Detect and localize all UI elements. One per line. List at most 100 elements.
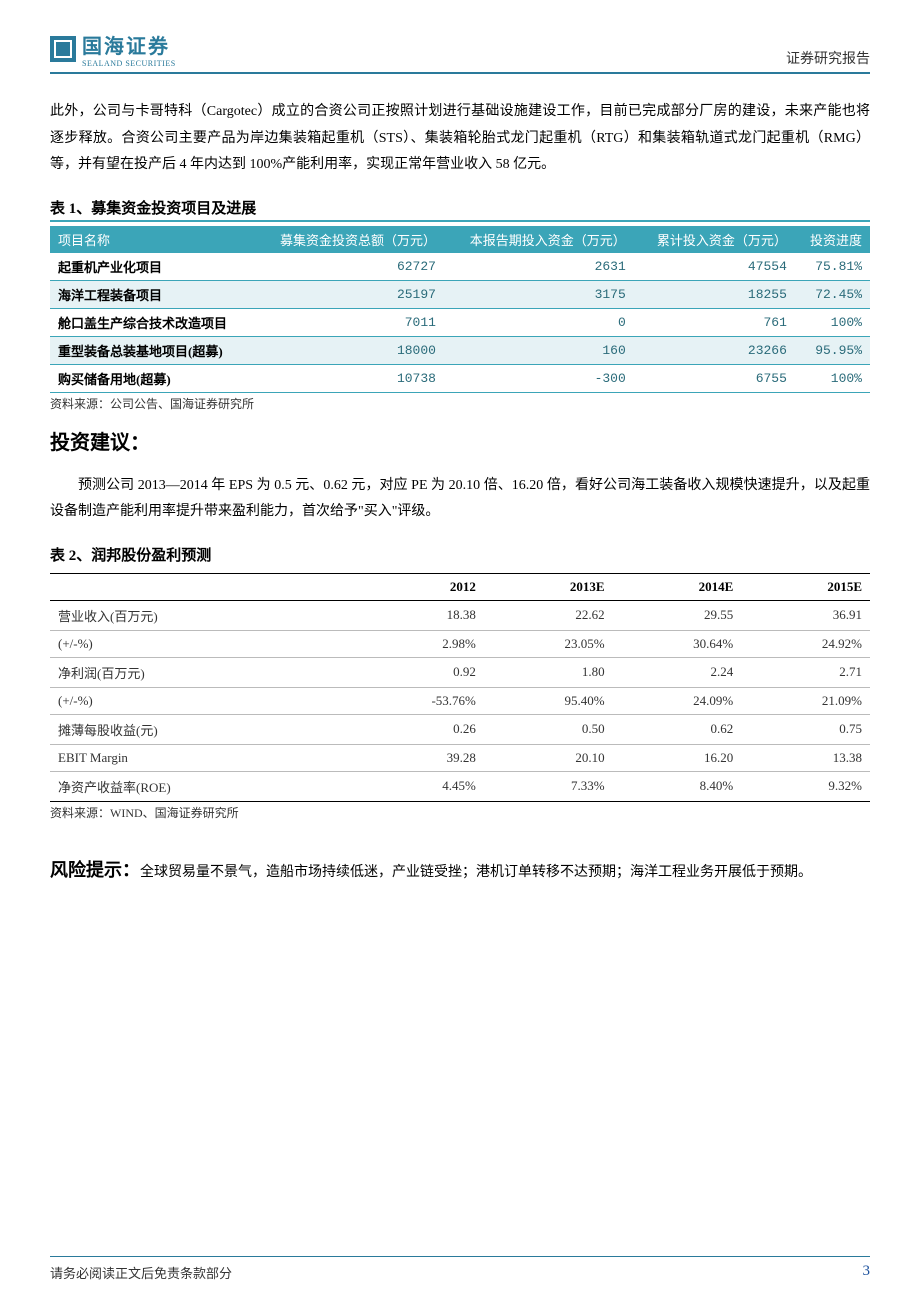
table-row: 净利润(百万元)0.921.802.242.71 (50, 657, 870, 687)
cell: 4.45% (345, 771, 484, 801)
risk-section: 风险提示：全球贸易量不景气，造船市场持续低迷，产业链受挫；港机订单转移不达预期；… (50, 851, 870, 891)
cell-name: 购买储备用地(超募) (50, 364, 254, 392)
intro-paragraph: 此外，公司与卡哥特科（Cargotec）成立的合资公司正按照计划进行基础设施建设… (50, 99, 870, 179)
cell-name: 起重机产业化项目 (50, 253, 254, 281)
cell: 24.09% (613, 687, 742, 714)
cell: 2.98% (345, 630, 484, 657)
report-type: 证券研究报告 (786, 48, 870, 68)
cell-period: 3175 (444, 280, 634, 308)
advice-heading: 投资建议： (50, 426, 870, 455)
cell-total: 62727 (254, 253, 444, 281)
company-name-cn: 国海证券 (82, 30, 176, 59)
cell-cum: 18255 (634, 280, 795, 308)
cell: 9.32% (741, 771, 870, 801)
table1-source: 资料来源：公司公告、国海证券研究所 (50, 395, 870, 412)
table-row: 摊薄每股收益(元)0.260.500.620.75 (50, 714, 870, 744)
table-row: 舱口盖生产综合技术改造项目70110761100% (50, 308, 870, 336)
cell: 95.40% (484, 687, 613, 714)
cell-name: 重型装备总装基地项目(超募) (50, 336, 254, 364)
table-row: 购买储备用地(超募)10738-3006755100% (50, 364, 870, 392)
risk-label: 风险提示： (50, 860, 140, 880)
cell: 30.64% (613, 630, 742, 657)
t1-col-cum: 累计投入资金（万元） (634, 226, 795, 253)
table-row: 净资产收益率(ROE)4.45%7.33%8.40%9.32% (50, 771, 870, 801)
t1-col-prog: 投资进度 (795, 226, 870, 253)
t2-col-2: 2013E (484, 573, 613, 600)
table-row: 重型装备总装基地项目(超募)180001602326695.95% (50, 336, 870, 364)
cell: 22.62 (484, 600, 613, 630)
cell-period: -300 (444, 364, 634, 392)
cell: 20.10 (484, 744, 613, 771)
table-row: (+/-%)-53.76%95.40%24.09%21.09% (50, 687, 870, 714)
t1-col-period: 本报告期投入资金（万元） (444, 226, 634, 253)
cell: 36.91 (741, 600, 870, 630)
t2-col-4: 2015E (741, 573, 870, 600)
cell: 0.75 (741, 714, 870, 744)
cell-total: 18000 (254, 336, 444, 364)
table-row: 营业收入(百万元)18.3822.6229.5536.91 (50, 600, 870, 630)
cell: 18.38 (345, 600, 484, 630)
cell-prog: 100% (795, 308, 870, 336)
cell: 0.26 (345, 714, 484, 744)
t1-col-name: 项目名称 (50, 226, 254, 253)
cell: 21.09% (741, 687, 870, 714)
cell: EBIT Margin (50, 744, 345, 771)
cell: 1.80 (484, 657, 613, 687)
cell: 0.62 (613, 714, 742, 744)
cell: 净利润(百万元) (50, 657, 345, 687)
cell: 39.28 (345, 744, 484, 771)
cell: 24.92% (741, 630, 870, 657)
cell: 29.55 (613, 600, 742, 630)
cell-prog: 72.45% (795, 280, 870, 308)
cell-prog: 95.95% (795, 336, 870, 364)
page-header: 国海证券 SEALAND SECURITIES 证券研究报告 (50, 30, 870, 74)
table1-projects: 项目名称 募集资金投资总额（万元） 本报告期投入资金（万元） 累计投入资金（万元… (50, 226, 870, 393)
table-row: 起重机产业化项目6272726314755475.81% (50, 253, 870, 281)
company-name-en: SEALAND SECURITIES (82, 59, 176, 68)
cell-cum: 761 (634, 308, 795, 336)
risk-body: 全球贸易量不景气，造船市场持续低迷，产业链受挫；港机订单转移不达预期；海洋工程业… (140, 865, 812, 880)
cell: (+/-%) (50, 687, 345, 714)
cell: (+/-%) (50, 630, 345, 657)
t2-col-1: 2012 (345, 573, 484, 600)
cell: 7.33% (484, 771, 613, 801)
cell: -53.76% (345, 687, 484, 714)
company-logo: 国海证券 SEALAND SECURITIES (50, 30, 176, 68)
cell: 23.05% (484, 630, 613, 657)
cell-period: 160 (444, 336, 634, 364)
cell-period: 2631 (444, 253, 634, 281)
cell-prog: 100% (795, 364, 870, 392)
cell: 16.20 (613, 744, 742, 771)
cell: 8.40% (613, 771, 742, 801)
table-row: 海洋工程装备项目2519731751825572.45% (50, 280, 870, 308)
t1-col-total: 募集资金投资总额（万元） (254, 226, 444, 253)
cell-name: 舱口盖生产综合技术改造项目 (50, 308, 254, 336)
cell: 13.38 (741, 744, 870, 771)
t2-col-0 (50, 573, 345, 600)
t2-col-3: 2014E (613, 573, 742, 600)
table-row: EBIT Margin39.2820.1016.2013.38 (50, 744, 870, 771)
cell: 摊薄每股收益(元) (50, 714, 345, 744)
cell: 2.24 (613, 657, 742, 687)
table2-title: 表 2、润邦股份盈利预测 (50, 544, 870, 565)
cell: 净资产收益率(ROE) (50, 771, 345, 801)
cell-name: 海洋工程装备项目 (50, 280, 254, 308)
advice-body: 预测公司 2013—2014 年 EPS 为 0.5 元、0.62 元，对应 P… (50, 473, 870, 526)
table-row: (+/-%)2.98%23.05%30.64%24.92% (50, 630, 870, 657)
page-number: 3 (863, 1263, 871, 1282)
footer-disclaimer: 请务必阅读正文后免责条款部分 (50, 1263, 232, 1282)
cell-total: 7011 (254, 308, 444, 336)
cell: 营业收入(百万元) (50, 600, 345, 630)
cell: 2.71 (741, 657, 870, 687)
cell-total: 10738 (254, 364, 444, 392)
cell-prog: 75.81% (795, 253, 870, 281)
cell-period: 0 (444, 308, 634, 336)
cell-cum: 47554 (634, 253, 795, 281)
logo-icon (50, 36, 76, 62)
table1-title: 表 1、募集资金投资项目及进展 (50, 197, 870, 222)
table2-source: 资料来源：WIND、国海证券研究所 (50, 804, 870, 821)
cell-total: 25197 (254, 280, 444, 308)
page-footer: 请务必阅读正文后免责条款部分 3 (50, 1256, 870, 1282)
table2-forecast: 2012 2013E 2014E 2015E 营业收入(百万元)18.3822.… (50, 573, 870, 802)
cell: 0.50 (484, 714, 613, 744)
